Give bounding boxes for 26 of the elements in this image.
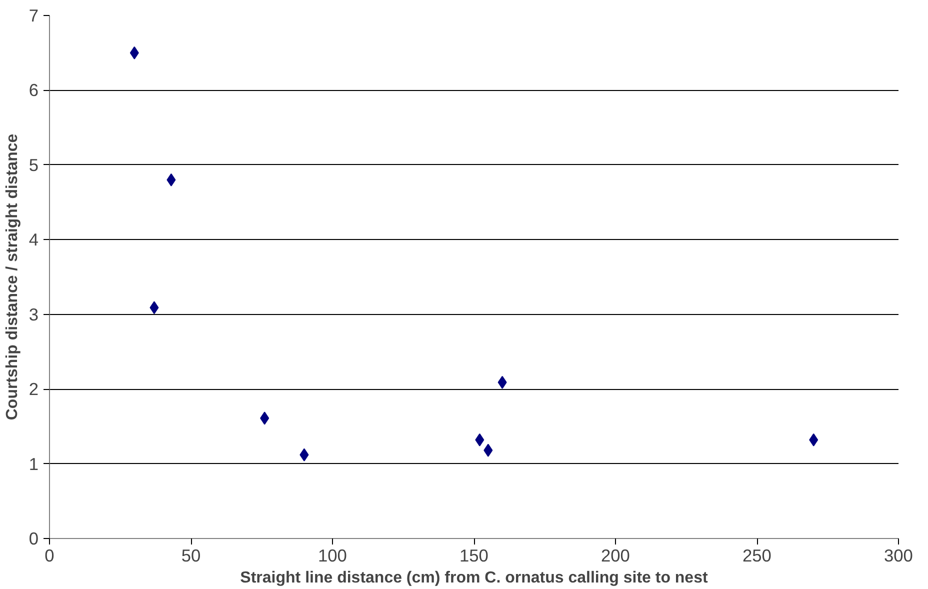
point	[484, 444, 493, 457]
point	[809, 433, 818, 446]
y-tick-label: 6	[28, 80, 39, 100]
x-tick-label: 50	[181, 546, 201, 566]
x-tick-label: 300	[884, 546, 913, 566]
point	[166, 173, 176, 186]
point	[260, 412, 270, 425]
x-tick-label: 0	[44, 546, 54, 566]
y-tick-label: 1	[28, 454, 39, 474]
y-tick-label: 0	[28, 528, 39, 548]
x-tick-label: 200	[601, 546, 630, 566]
y-axis-title: Courtship distance / straight distance	[4, 134, 21, 420]
x-tick-label: 100	[318, 546, 347, 566]
y-tick-label: 2	[28, 379, 39, 400]
y-tick-label: 5	[28, 154, 39, 175]
x-tick-label: 250	[742, 546, 772, 566]
point	[498, 376, 507, 389]
x-axis-title: Straight line distance (cm) from C. ornatus calling site to nest	[240, 570, 708, 586]
point	[300, 448, 309, 462]
y-tick-label: 7	[28, 6, 39, 26]
x-tick-label: 150	[460, 546, 488, 566]
point	[150, 301, 159, 314]
y-tick-label: 3	[28, 304, 39, 324]
point	[130, 46, 139, 60]
point	[475, 433, 484, 446]
y-tick-label: 4	[28, 230, 39, 250]
